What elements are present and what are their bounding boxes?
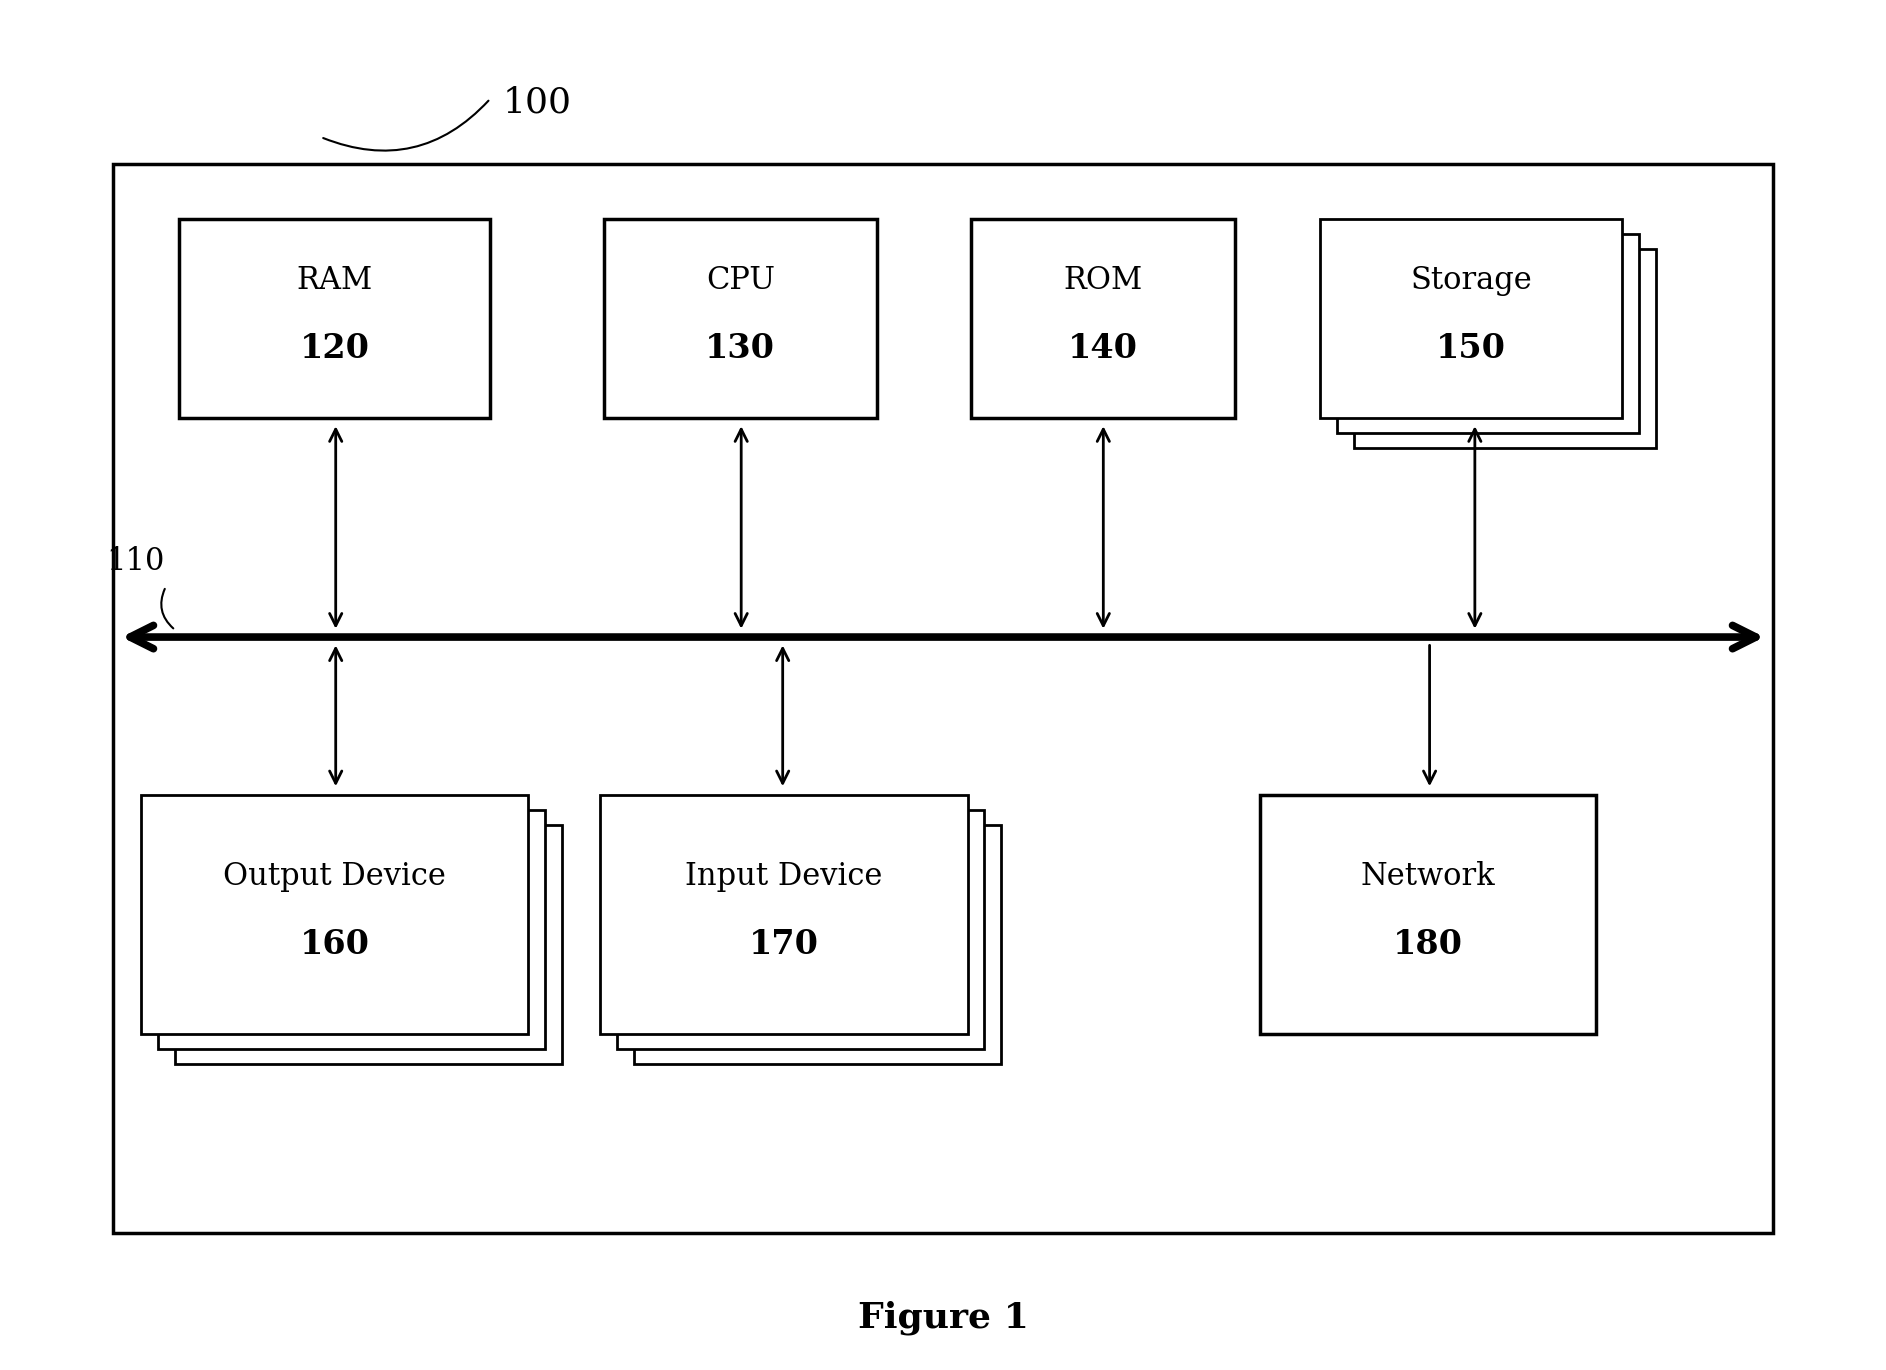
Text: 160: 160 — [300, 927, 370, 962]
Text: Network: Network — [1360, 860, 1496, 892]
Bar — [600, 795, 968, 1034]
Bar — [1337, 234, 1639, 433]
Text: 170: 170 — [749, 927, 819, 962]
Bar — [179, 219, 490, 418]
Text: 150: 150 — [1435, 332, 1507, 366]
Bar — [113, 164, 1773, 1233]
Text: Storage: Storage — [1411, 264, 1531, 296]
Bar — [604, 219, 877, 418]
Bar — [1320, 219, 1622, 418]
Bar — [971, 219, 1235, 418]
Bar — [175, 825, 562, 1064]
Bar — [141, 795, 528, 1034]
Text: Output Device: Output Device — [223, 860, 447, 892]
Text: 140: 140 — [1067, 332, 1139, 366]
Text: RAM: RAM — [296, 264, 373, 296]
Bar — [1354, 249, 1656, 448]
Bar — [1260, 795, 1596, 1034]
Text: 100: 100 — [504, 86, 571, 119]
Bar — [634, 825, 1001, 1064]
Bar — [158, 810, 545, 1049]
Text: Input Device: Input Device — [685, 860, 883, 892]
Text: Figure 1: Figure 1 — [858, 1300, 1028, 1336]
Text: 120: 120 — [300, 332, 370, 366]
Text: CPU: CPU — [705, 264, 775, 296]
Text: 130: 130 — [705, 332, 775, 366]
Bar — [617, 810, 984, 1049]
Text: 110: 110 — [108, 547, 164, 577]
Text: ROM: ROM — [1064, 264, 1143, 296]
Text: 180: 180 — [1392, 927, 1464, 962]
